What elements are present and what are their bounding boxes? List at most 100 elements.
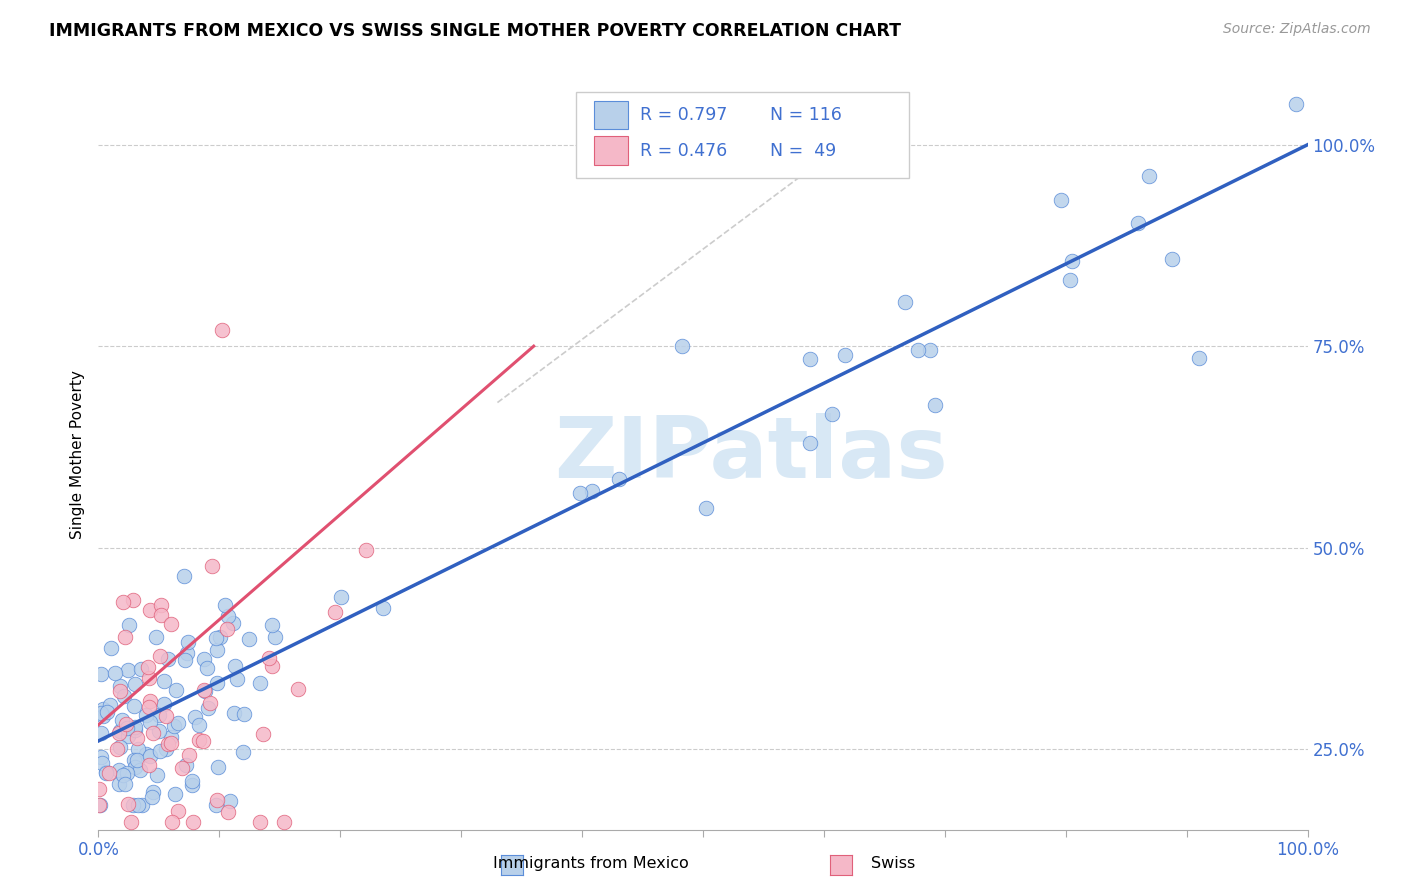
Point bbox=[125, 752, 148, 766]
Point bbox=[124, 698, 146, 713]
Point bbox=[138, 700, 160, 714]
Point bbox=[117, 664, 139, 678]
Point bbox=[104, 665, 127, 680]
Point bbox=[114, 630, 136, 644]
Point bbox=[205, 642, 228, 657]
Point bbox=[139, 694, 162, 708]
Point bbox=[193, 682, 215, 697]
Point bbox=[173, 653, 195, 667]
Point bbox=[139, 714, 162, 729]
Point bbox=[87, 782, 110, 797]
Point bbox=[287, 681, 309, 696]
Point bbox=[138, 758, 160, 772]
Point bbox=[166, 715, 188, 730]
Text: R = 0.797: R = 0.797 bbox=[640, 106, 727, 124]
Point bbox=[141, 790, 163, 805]
Point bbox=[257, 651, 280, 665]
Point bbox=[135, 708, 157, 723]
Text: IMMIGRANTS FROM MEXICO VS SWISS SINGLE MOTHER POVERTY CORRELATION CHART: IMMIGRANTS FROM MEXICO VS SWISS SINGLE M… bbox=[49, 22, 901, 40]
Point bbox=[108, 679, 131, 693]
Point bbox=[129, 763, 152, 777]
Point bbox=[142, 726, 165, 740]
Point bbox=[181, 814, 204, 829]
Point bbox=[124, 723, 146, 737]
Point bbox=[121, 798, 143, 813]
Point bbox=[177, 747, 200, 762]
Text: R = 0.476: R = 0.476 bbox=[640, 142, 727, 160]
Point bbox=[200, 696, 222, 710]
Point bbox=[260, 618, 283, 632]
FancyBboxPatch shape bbox=[576, 92, 908, 178]
Text: N = 116: N = 116 bbox=[769, 106, 841, 124]
Point bbox=[124, 760, 146, 774]
Point bbox=[695, 501, 717, 516]
Point bbox=[193, 684, 215, 698]
Point bbox=[260, 659, 283, 673]
Point bbox=[156, 737, 179, 751]
Point bbox=[100, 640, 122, 655]
Point bbox=[136, 660, 159, 674]
Point bbox=[238, 632, 260, 646]
Point bbox=[142, 785, 165, 799]
Point bbox=[114, 776, 136, 790]
Point bbox=[98, 698, 121, 712]
Point bbox=[135, 747, 157, 761]
Text: Swiss: Swiss bbox=[870, 856, 915, 871]
Point bbox=[159, 617, 181, 632]
Point bbox=[87, 798, 110, 813]
Point bbox=[174, 757, 197, 772]
Y-axis label: Single Mother Poverty: Single Mother Poverty bbox=[69, 370, 84, 540]
Point bbox=[146, 768, 169, 782]
Point bbox=[1059, 272, 1081, 286]
Point bbox=[115, 716, 138, 731]
Point bbox=[180, 774, 202, 789]
Point bbox=[117, 766, 139, 780]
Point bbox=[139, 603, 162, 617]
Point bbox=[117, 729, 139, 743]
FancyBboxPatch shape bbox=[595, 101, 628, 129]
Point bbox=[177, 635, 200, 649]
Text: ZIPatlas: ZIPatlas bbox=[554, 413, 948, 497]
FancyBboxPatch shape bbox=[595, 136, 628, 165]
Point bbox=[920, 343, 942, 358]
Point bbox=[165, 682, 187, 697]
Point bbox=[96, 764, 118, 779]
Point bbox=[160, 814, 183, 829]
Point bbox=[148, 724, 170, 739]
Point bbox=[1139, 169, 1161, 184]
Point bbox=[371, 601, 394, 615]
Point bbox=[94, 766, 117, 780]
Point bbox=[149, 648, 172, 663]
Point bbox=[159, 735, 181, 749]
Point bbox=[127, 742, 149, 756]
Point bbox=[117, 797, 139, 811]
Point bbox=[148, 708, 170, 723]
Point bbox=[167, 805, 190, 819]
Point bbox=[226, 672, 249, 686]
Text: Source: ZipAtlas.com: Source: ZipAtlas.com bbox=[1223, 22, 1371, 37]
Point bbox=[108, 684, 131, 698]
Point bbox=[1050, 193, 1073, 207]
Point bbox=[120, 814, 142, 829]
Point bbox=[894, 295, 917, 310]
Point bbox=[197, 700, 219, 714]
Point bbox=[273, 814, 295, 829]
Point bbox=[173, 569, 195, 583]
Point bbox=[121, 592, 143, 607]
Point bbox=[834, 348, 856, 362]
Point bbox=[112, 689, 135, 703]
Point bbox=[160, 730, 183, 744]
Point bbox=[125, 731, 148, 745]
Point bbox=[217, 805, 239, 820]
Point bbox=[91, 702, 114, 716]
Point bbox=[581, 484, 603, 499]
Point bbox=[232, 745, 254, 759]
Point bbox=[821, 407, 844, 421]
Point bbox=[356, 543, 378, 558]
Point bbox=[205, 676, 228, 690]
Point bbox=[112, 595, 135, 609]
Point bbox=[1285, 97, 1308, 112]
Point bbox=[188, 732, 211, 747]
Point bbox=[90, 750, 112, 764]
Point bbox=[105, 742, 128, 756]
